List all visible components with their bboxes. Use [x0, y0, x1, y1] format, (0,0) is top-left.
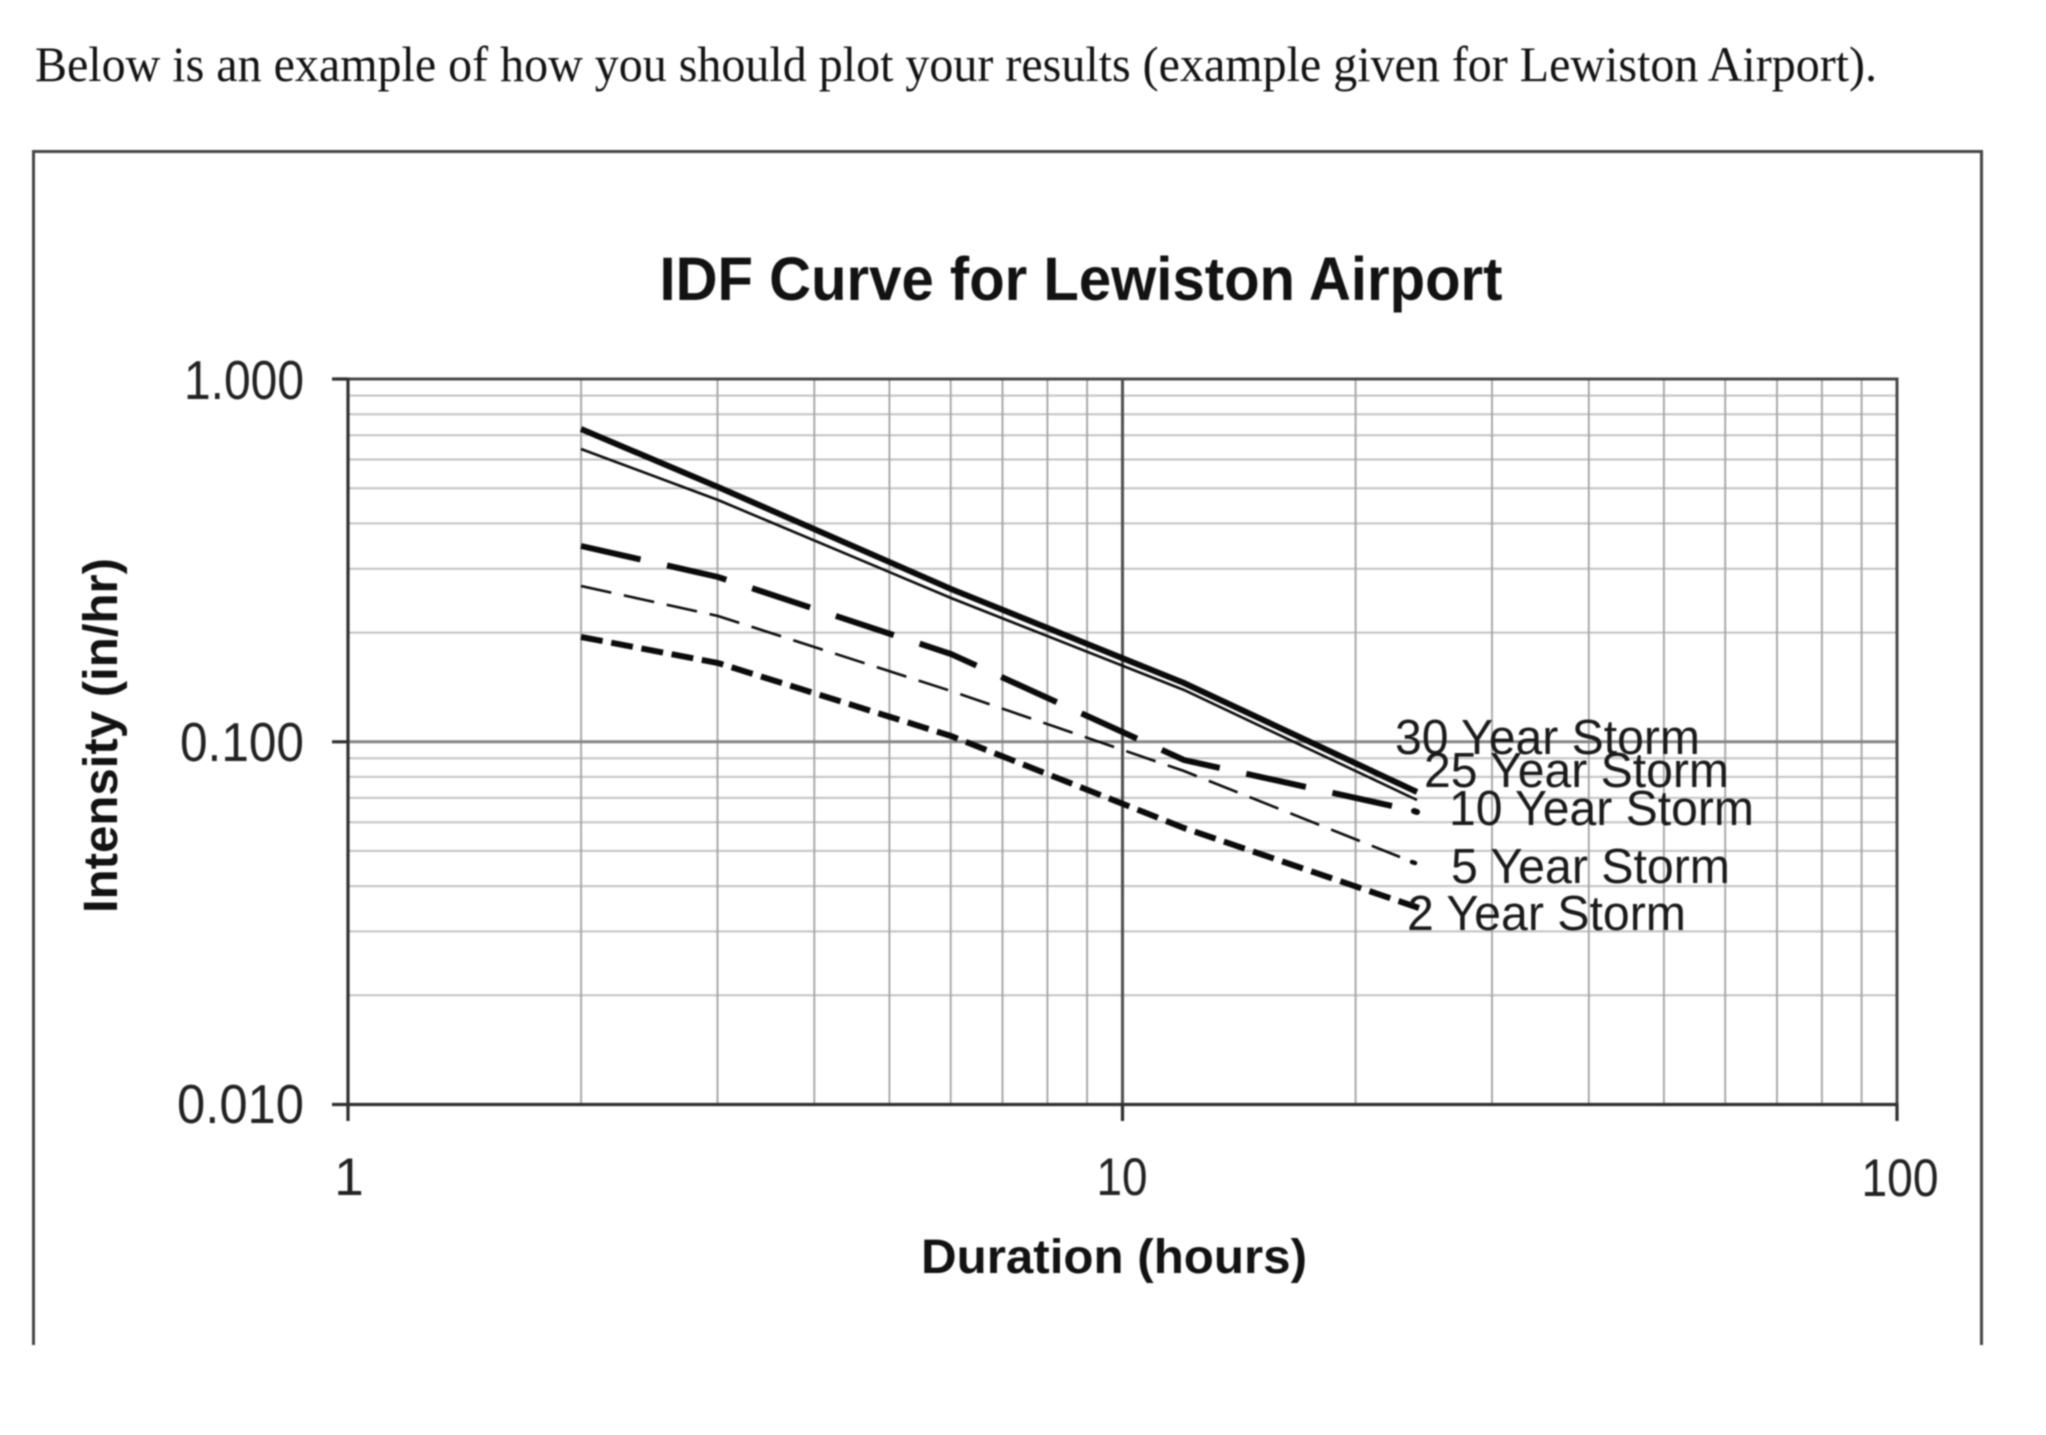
- svg-text:Duration (hours): Duration (hours): [921, 1231, 1307, 1284]
- svg-text:0.100: 0.100: [180, 711, 304, 773]
- svg-text:30 Year Storm: 30 Year Storm: [1395, 711, 1700, 765]
- svg-text:1.000: 1.000: [184, 349, 304, 411]
- svg-text:Intensity (in/hr): Intensity (in/hr): [75, 558, 128, 913]
- svg-text:1: 1: [334, 1148, 363, 1207]
- svg-text:5 Year Storm: 5 Year Storm: [1451, 840, 1730, 894]
- svg-text:10 Year Storm: 10 Year Storm: [1449, 782, 1754, 836]
- svg-text:0.010: 0.010: [177, 1073, 304, 1135]
- svg-text:2 Year Storm: 2 Year Storm: [1407, 887, 1686, 941]
- svg-text:10: 10: [1097, 1148, 1148, 1207]
- svg-text:100: 100: [1862, 1149, 1939, 1208]
- svg-text:25 Year Storm: 25 Year Storm: [1424, 744, 1729, 798]
- svg-text:IDF Curve for Lewiston Airport: IDF Curve for Lewiston Airport: [660, 245, 1503, 313]
- svg-text:Below is an example of how you: Below is an example of how you should pl…: [35, 36, 1877, 92]
